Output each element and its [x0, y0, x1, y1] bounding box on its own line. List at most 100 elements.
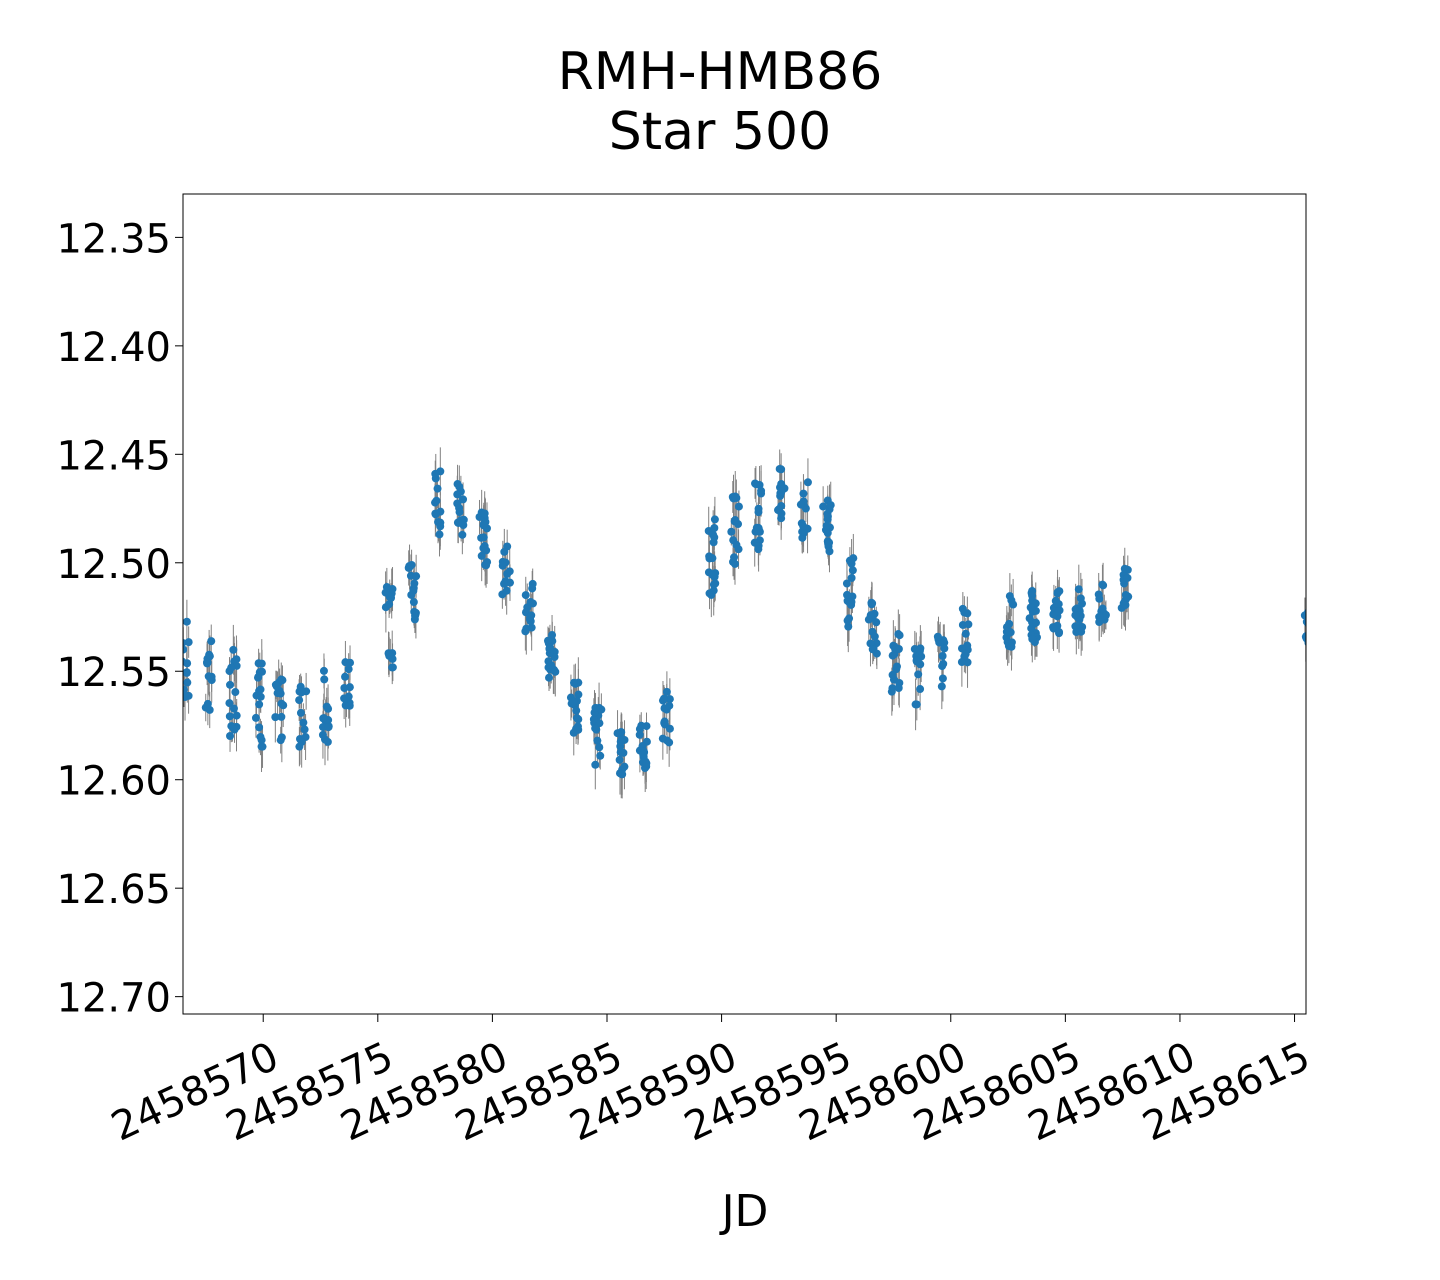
data-point — [1055, 587, 1063, 595]
data-point — [754, 508, 762, 516]
data-point — [755, 525, 763, 533]
data-point — [483, 558, 491, 566]
data-point — [1304, 609, 1312, 617]
data-point — [226, 681, 234, 689]
data-point — [408, 561, 416, 569]
data-point — [939, 652, 947, 660]
data-point — [180, 686, 188, 694]
data-point — [708, 571, 716, 579]
data-point — [1124, 574, 1132, 582]
data-point — [1307, 616, 1315, 624]
data-point — [570, 679, 578, 687]
y-tick-label: 12.45 — [56, 433, 171, 479]
data-point — [777, 488, 785, 496]
data-point — [226, 732, 234, 740]
y-tick-label: 12.70 — [56, 976, 171, 1022]
data-point — [1307, 598, 1315, 606]
data-point — [295, 696, 303, 704]
data-point — [1121, 601, 1129, 609]
data-point — [480, 520, 488, 528]
data-point — [735, 503, 743, 511]
data-point — [846, 557, 854, 565]
data-point — [844, 617, 852, 625]
data-point — [757, 487, 765, 495]
data-point — [1308, 618, 1316, 626]
data-point — [617, 738, 625, 746]
data-point — [913, 700, 921, 708]
data-point — [411, 612, 419, 620]
data-point — [178, 658, 186, 666]
data-point — [731, 492, 739, 500]
data-point — [1099, 605, 1107, 613]
data-point — [1099, 581, 1107, 589]
data-point — [455, 483, 463, 491]
data-point — [710, 524, 718, 532]
data-point — [1075, 585, 1083, 593]
data-point — [797, 501, 805, 509]
data-point — [799, 490, 807, 498]
data-point — [620, 763, 628, 771]
data-point — [183, 618, 191, 626]
data-point — [436, 522, 444, 530]
error-bars — [182, 447, 1312, 798]
data-point — [529, 599, 537, 607]
data-point — [277, 700, 285, 708]
data-point — [843, 579, 851, 587]
data-point — [1007, 643, 1015, 651]
data-point — [257, 685, 265, 693]
data-point — [431, 510, 439, 518]
data-point — [710, 533, 718, 541]
data-point — [206, 706, 214, 714]
data-point — [477, 534, 485, 542]
data-point — [735, 545, 743, 553]
data-point — [889, 652, 897, 660]
data-point — [254, 673, 262, 681]
data-point — [1308, 636, 1316, 644]
data-point — [895, 645, 903, 653]
data-point — [301, 726, 309, 734]
data-point — [324, 705, 332, 713]
data-point — [435, 530, 443, 538]
data-point — [231, 688, 239, 696]
data-point — [545, 645, 553, 653]
data-point — [277, 690, 285, 698]
data-point — [431, 470, 439, 478]
data-point — [207, 637, 215, 645]
data-points — [178, 465, 1316, 778]
data-point — [616, 756, 624, 764]
data-point — [500, 548, 508, 556]
data-point — [727, 528, 735, 536]
data-point — [273, 682, 281, 690]
data-point — [711, 515, 719, 523]
data-point — [341, 673, 349, 681]
data-point — [498, 590, 506, 598]
data-point — [958, 658, 966, 666]
data-point — [1054, 600, 1062, 608]
data-point — [320, 675, 328, 683]
data-point — [1095, 595, 1103, 603]
data-point — [590, 715, 598, 723]
data-point — [528, 584, 536, 592]
data-point — [1123, 592, 1131, 600]
data-point — [916, 685, 924, 693]
y-tick-label: 12.55 — [56, 650, 171, 696]
data-point — [183, 669, 191, 677]
data-point — [964, 620, 972, 628]
data-point — [183, 679, 191, 687]
data-point — [500, 580, 508, 588]
data-point — [774, 506, 782, 514]
data-point — [845, 598, 853, 606]
data-point — [1303, 616, 1311, 624]
data-point — [666, 725, 674, 733]
data-point — [277, 736, 285, 744]
data-point — [574, 726, 582, 734]
data-point — [1077, 628, 1085, 636]
x-axis: 2458570245857524585802458585245859024585… — [105, 1014, 1317, 1150]
data-point — [889, 671, 897, 679]
y-axis: 12.3512.4012.4512.5012.5512.6012.6512.70 — [56, 216, 183, 1021]
data-point — [345, 665, 353, 673]
data-point — [382, 589, 390, 597]
data-point — [710, 581, 718, 589]
data-point — [258, 660, 266, 668]
